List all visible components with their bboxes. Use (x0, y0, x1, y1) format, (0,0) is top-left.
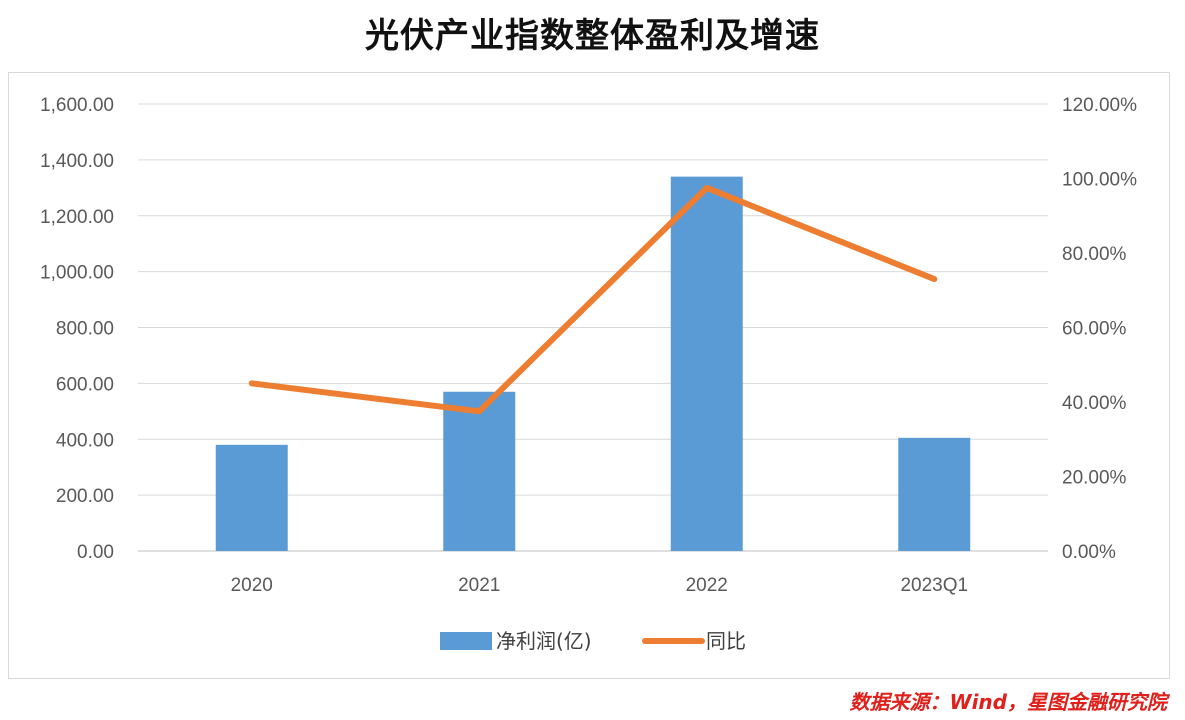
y-left-tick-label: 1,200.00 (40, 207, 114, 228)
y-left-tick-label: 1,400.00 (40, 151, 114, 172)
bar-2021 (443, 391, 516, 551)
grid-lines (138, 103, 1048, 552)
y-left-tick-label: 0.00 (77, 542, 114, 563)
x-tick-label: 2020 (231, 575, 273, 596)
bar-series (215, 176, 971, 551)
y-right-tick-label: 40.00% (1062, 393, 1127, 414)
legend: 净利润(亿) 同比 (440, 629, 746, 653)
legend-label-bar: 净利润(亿) (496, 629, 592, 653)
y-left-tick-label: 1,000.00 (40, 263, 114, 284)
y-axis-right: 0.00% 20.00% 40.00% 60.00% 80.00% 100.00% 120.… (1062, 95, 1137, 563)
x-tick-label: 2022 (686, 575, 728, 596)
y-left-tick-label: 1,600.00 (40, 95, 114, 116)
line-yoy (248, 184, 938, 415)
source-note: 数据来源：Wind，星图金融研究院 (849, 690, 1167, 714)
y-right-tick-label: 0.00% (1062, 542, 1116, 563)
x-tick-label: 2023Q1 (900, 575, 968, 596)
y-right-tick-label: 60.00% (1062, 319, 1127, 340)
y-right-tick-label: 80.00% (1062, 244, 1127, 265)
chart-title: 光伏产业指数整体盈利及增速 (365, 16, 820, 56)
y-right-tick-label: 20.00% (1062, 468, 1127, 489)
legend-swatch-bar (440, 632, 492, 650)
bar-2022 (670, 176, 743, 551)
x-axis: 2020 2021 2022 2023Q1 (231, 575, 968, 596)
bar-2020 (215, 444, 288, 551)
x-tick-label: 2021 (458, 575, 500, 596)
chart-frame (8, 72, 1170, 679)
legend-label-line: 同比 (706, 629, 746, 653)
y-right-tick-label: 100.00% (1062, 170, 1137, 191)
bar-2023Q1 (898, 437, 971, 551)
line-series (248, 184, 938, 415)
y-axis-left: 0.00 200.00 400.00 600.00 800.00 1,000.00 1,20… (40, 95, 114, 563)
y-left-tick-label: 200.00 (56, 486, 114, 507)
y-left-tick-label: 800.00 (56, 319, 114, 340)
y-left-tick-label: 400.00 (56, 430, 114, 451)
y-left-tick-label: 600.00 (56, 374, 114, 395)
y-right-tick-label: 120.00% (1062, 95, 1137, 116)
